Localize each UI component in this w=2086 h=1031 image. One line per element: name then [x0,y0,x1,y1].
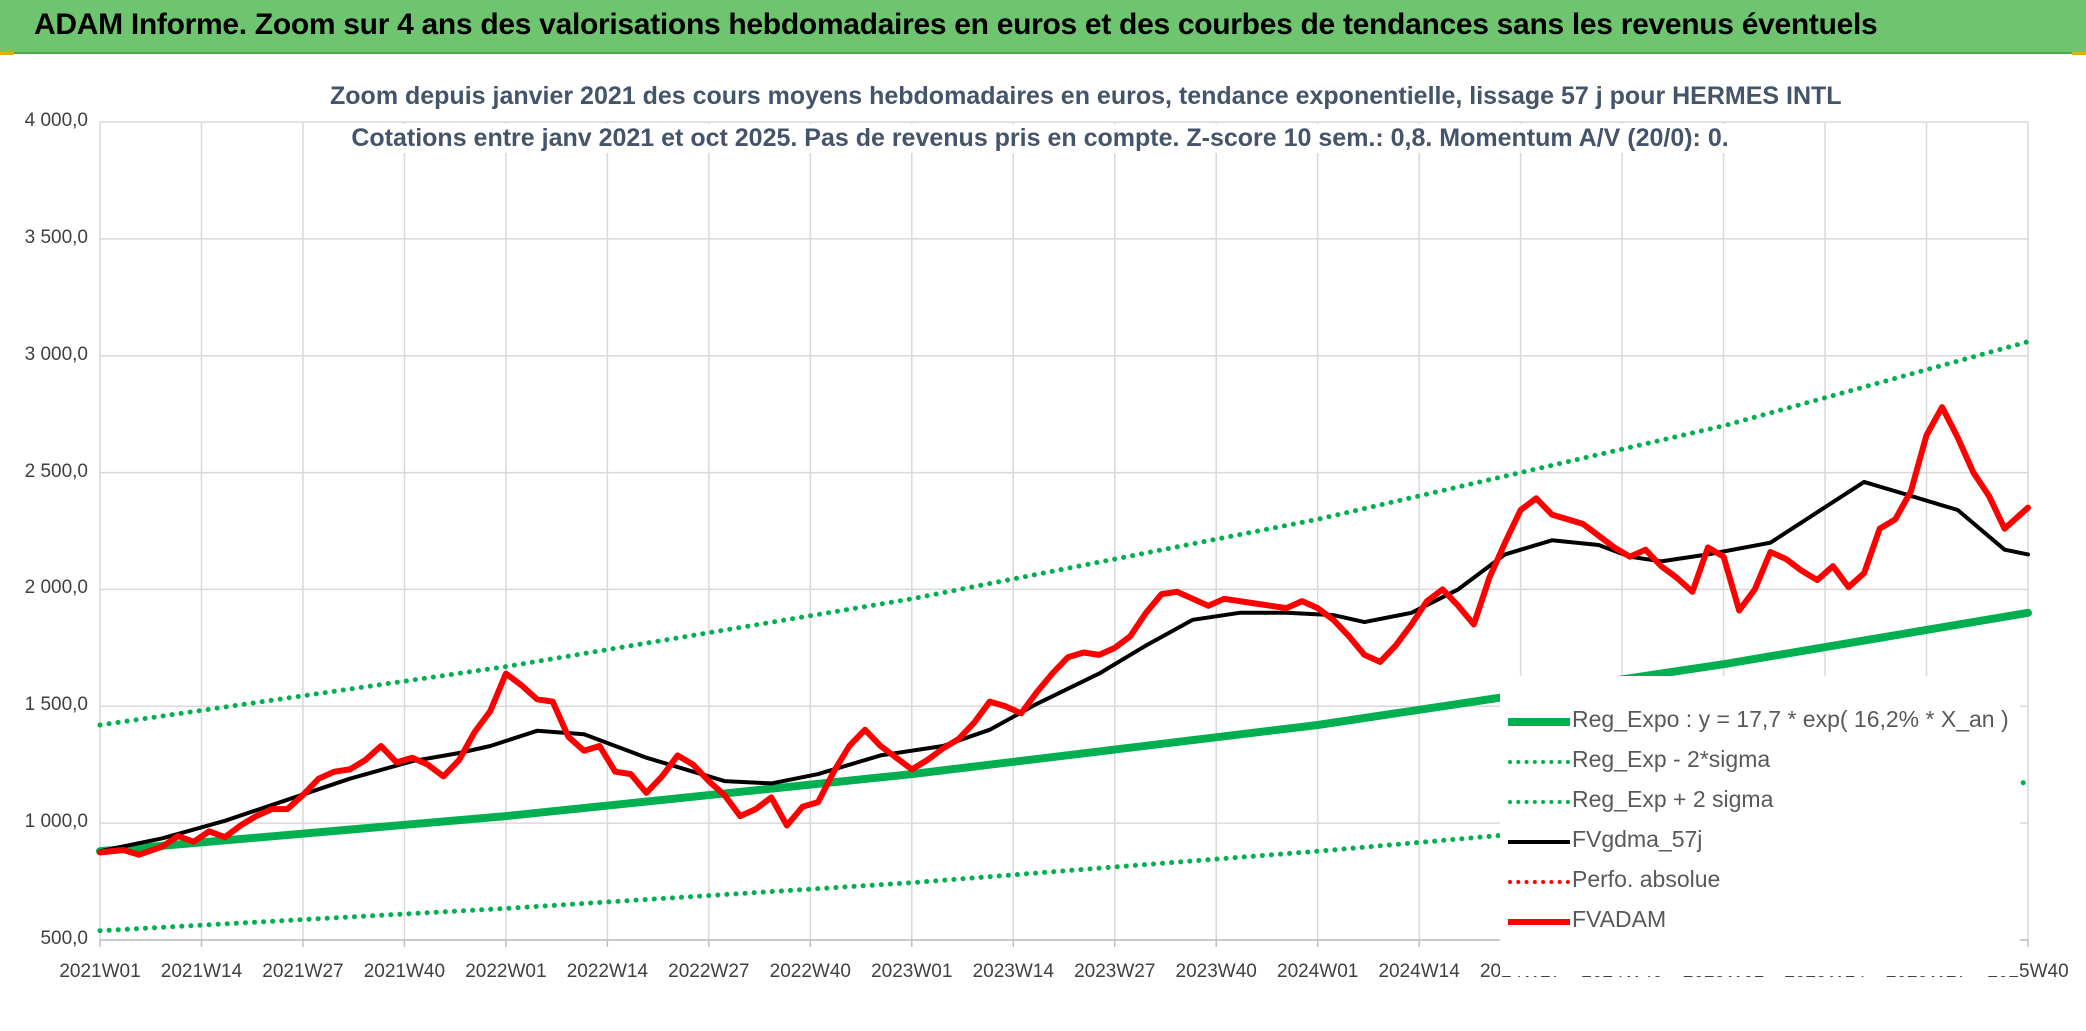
page-title: ADAM Informe. Zoom sur 4 ans des valoris… [34,8,1878,41]
legend-item: Reg_Exp + 2 sigma [1500,786,2020,816]
legend-label: Reg_Exp - 2*sigma [1572,746,1771,772]
corner-accent-left [0,52,14,55]
corner-accent-right [2072,52,2086,55]
chart-area: Zoom depuis janvier 2021 des cours moyen… [0,56,2086,1031]
x-tick-label: 2021W01 [59,961,141,982]
y-tick-label: 4 000,0 [24,110,88,131]
x-tick-label: 2023W01 [871,961,953,982]
legend-label: FVgdma_57j [1572,826,1703,852]
y-tick-label: 2 000,0 [24,577,88,599]
legend-swatch [1508,919,1570,925]
series-line-reg-expo-y-17-7-exp-16-2-x-an [96,608,2032,856]
chart-title-line-2: Cotations entre janv 2021 et oct 2025. P… [330,124,1750,153]
x-tick-label: 2021W14 [160,961,243,982]
y-tick-label: 3 500,0 [24,226,88,248]
x-tick-label: 2023W40 [1175,961,1257,982]
y-tick-label: 1 000,0 [24,811,88,833]
x-tick-label: 2021W40 [363,961,446,982]
legend-swatch [1508,840,1570,844]
x-tick-label: 2021W27 [262,961,344,982]
series-line-fvgdma-57j [98,479,2030,854]
series-line-reg-exp-2-sigma [97,779,2031,934]
legend-swatch [1508,880,1570,884]
x-tick-label: 2024W14 [1378,961,1460,982]
legend-swatch [1508,718,1570,726]
x-tick-label: 2022W14 [566,961,649,982]
legend-swatch [1508,800,1570,804]
x-tick-label: 2024W01 [1277,961,1359,982]
x-tick-label: 2023W27 [1074,961,1156,982]
series-line-reg-exp-2-sigma [97,339,2031,728]
chart-title-line-1: Zoom depuis janvier 2021 des cours moyen… [330,82,1842,111]
x-tick-label: 2022W01 [465,961,547,982]
y-tick-label: 1 500,0 [24,694,88,716]
legend-label: FVADAM [1572,906,1667,932]
x-tick-label: 2023W14 [972,961,1054,982]
y-tick-label: 2 500,0 [24,460,88,482]
x-tick-label: 2022W27 [668,961,750,982]
legend-item: FVgdma_57j [1500,826,2020,856]
x-tick-label: 2022W40 [769,961,851,982]
legend-swatch [1508,760,1570,764]
y-tick-label: 500,0 [40,928,88,949]
legend-label: Reg_Expo : y = 17,7 * exp( 16,2% * X_an … [1572,706,2009,732]
legend-item: Reg_Expo : y = 17,7 * exp( 16,2% * X_an … [1500,706,2020,736]
legend-item: Reg_Exp - 2*sigma [1500,746,2020,776]
series-lines [96,339,2032,934]
chart-legend: Reg_Expo : y = 17,7 * exp( 16,2% * X_an … [1500,676,2020,976]
series-line-fvadam [97,404,2031,858]
legend-label: Perfo. absolue [1572,866,1721,892]
legend-label: Reg_Exp + 2 sigma [1572,786,1774,812]
legend-item: FVADAM [1500,906,2020,936]
header-banner: ADAM Informe. Zoom sur 4 ans des valoris… [0,0,2086,54]
y-tick-label: 3 000,0 [24,343,88,365]
legend-item: Perfo. absolue [1500,866,2020,896]
